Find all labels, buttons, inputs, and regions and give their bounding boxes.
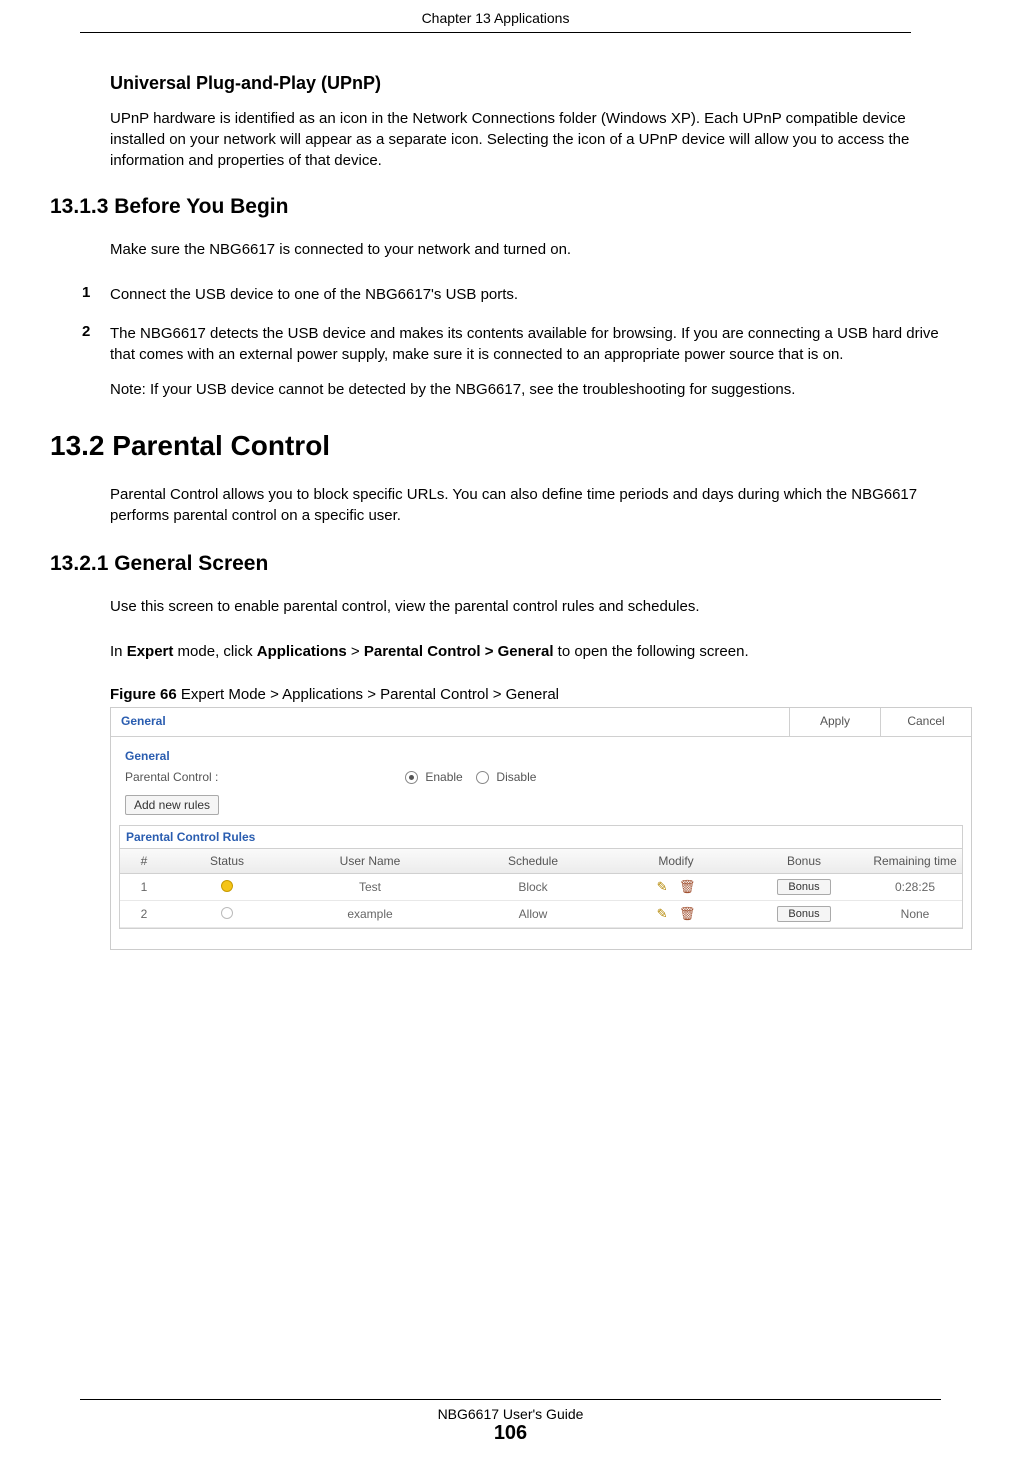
para-nav-path: In Expert mode, click Applications > Par… (110, 641, 941, 662)
edit-icon[interactable]: ✎ (657, 906, 668, 921)
cell-num: 1 (120, 875, 168, 899)
heading-13-2-1: 13.2.1 General Screen (50, 552, 941, 576)
col-bonus: Bonus (740, 849, 868, 873)
text: to open the following screen. (554, 643, 749, 660)
col-schedule: Schedule (454, 849, 612, 873)
col-status: Status (168, 849, 286, 873)
delete-icon[interactable]: 🗑 (679, 879, 696, 894)
para-before-begin: Make sure the NBG6617 is connected to yo… (110, 239, 941, 260)
apply-button[interactable]: Apply (789, 708, 880, 736)
cell-bonus: Bonus (740, 901, 868, 927)
text-bold: Applications (257, 643, 347, 660)
chapter-header: Chapter 13 Applications (80, 10, 911, 33)
cell-modify: ✎ 🗑 (612, 901, 740, 927)
radio-group: Enable Disable (405, 770, 536, 784)
figure-number: Figure 66 (110, 686, 177, 703)
cell-remaining: None (868, 902, 962, 926)
text-bold: Parental Control > General (364, 643, 554, 660)
bonus-button[interactable]: Bonus (777, 879, 830, 895)
delete-icon[interactable]: 🗑 (679, 906, 696, 921)
col-remaining: Remaining time (868, 849, 962, 873)
section-title-rules: Parental Control Rules (119, 825, 963, 848)
cell-schedule: Allow (454, 902, 612, 926)
heading-upnp: Universal Plug-and-Play (UPnP) (110, 73, 941, 94)
table-row: 1 Test Block ✎ 🗑 Bonus 0:28:25 (120, 874, 962, 901)
radio-disable-label: Disable (496, 770, 536, 784)
bonus-button[interactable]: Bonus (777, 906, 830, 922)
heading-13-2: 13.2 Parental Control (50, 430, 941, 462)
rules-table: # Status User Name Schedule Modify Bonus… (119, 848, 963, 929)
cell-user: example (286, 902, 454, 926)
radio-disable[interactable] (476, 771, 489, 784)
step-text: Connect the USB device to one of the NBG… (110, 284, 518, 305)
col-user: User Name (286, 849, 454, 873)
cell-bonus: Bonus (740, 874, 868, 900)
text: mode, click (173, 643, 256, 660)
footer-page-number: 106 (0, 1422, 1021, 1445)
para-upnp: UPnP hardware is identified as an icon i… (110, 108, 941, 171)
page-footer: NBG6617 User's Guide 106 (0, 1399, 1021, 1445)
cell-num: 2 (120, 902, 168, 926)
heading-13-1-3: 13.1.3 Before You Begin (50, 195, 941, 219)
text: > (347, 643, 364, 660)
table-header-row: # Status User Name Schedule Modify Bonus… (120, 849, 962, 874)
cell-schedule: Block (454, 875, 612, 899)
status-bulb-icon[interactable] (221, 907, 233, 919)
section-title-general: General (125, 745, 957, 767)
cancel-button[interactable]: Cancel (880, 708, 971, 736)
table-row: 2 example Allow ✎ 🗑 Bonus None (120, 901, 962, 928)
note-text: Note: If your USB device cannot be detec… (110, 379, 941, 400)
figure-caption: Expert Mode > Applications > Parental Co… (177, 686, 559, 703)
edit-icon[interactable]: ✎ (657, 879, 668, 894)
para-general-screen: Use this screen to enable parental contr… (110, 596, 941, 617)
step-number: 2 (82, 323, 110, 365)
figure-screenshot: General Apply Cancel General Parental Co… (110, 707, 972, 950)
col-modify: Modify (612, 849, 740, 873)
cell-status (168, 875, 286, 900)
text: In (110, 643, 127, 660)
text-bold: Expert (127, 643, 174, 660)
status-bulb-icon[interactable] (221, 880, 233, 892)
step-number: 1 (82, 284, 110, 305)
para-parental: Parental Control allows you to block spe… (110, 484, 941, 526)
tab-general[interactable]: General (111, 708, 789, 736)
radio-enable-label: Enable (425, 770, 462, 784)
col-num: # (120, 849, 168, 873)
footer-guide: NBG6617 User's Guide (0, 1406, 1021, 1422)
cell-user: Test (286, 875, 454, 899)
cell-status (168, 902, 286, 927)
radio-enable[interactable] (405, 771, 418, 784)
label-parental-control: Parental Control : (125, 770, 405, 784)
ordered-list: 1 Connect the USB device to one of the N… (110, 284, 941, 400)
add-new-rules-button[interactable]: Add new rules (125, 795, 219, 815)
step-text: The NBG6617 detects the USB device and m… (110, 323, 941, 365)
cell-remaining: 0:28:25 (868, 875, 962, 899)
figure-label: Figure 66 Expert Mode > Applications > P… (110, 686, 941, 703)
cell-modify: ✎ 🗑 (612, 874, 740, 900)
